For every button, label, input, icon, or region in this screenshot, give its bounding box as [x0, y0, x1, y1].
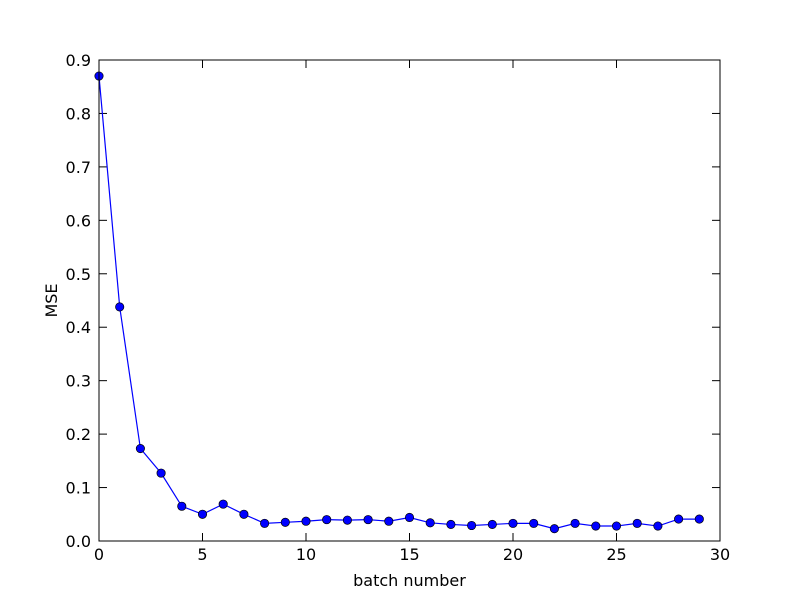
data-point — [218, 499, 228, 509]
x-tick-label: 25 — [606, 545, 626, 564]
data-point — [611, 521, 622, 531]
y-tick-label: 0.8 — [66, 104, 91, 123]
data-point — [301, 516, 311, 526]
data-point — [280, 517, 290, 527]
data-point — [467, 520, 477, 531]
data-point — [260, 518, 270, 528]
data-point — [549, 524, 559, 534]
data-point — [446, 519, 456, 529]
data-point — [591, 521, 601, 531]
y-tick-label: 0.0 — [66, 532, 91, 551]
x-tick-label: 30 — [710, 545, 730, 564]
x-axis-label: batch number — [353, 571, 466, 590]
data-point — [384, 516, 394, 526]
y-tick-label: 0.4 — [66, 318, 91, 337]
y-tick-label: 0.9 — [66, 51, 91, 70]
data-point — [197, 509, 208, 519]
data-point — [487, 519, 497, 529]
data-point — [694, 514, 704, 524]
plot-frame — [98, 59, 721, 542]
data-point — [570, 518, 580, 528]
data-point — [115, 302, 125, 312]
data-point — [674, 514, 684, 524]
x-tick-label: 10 — [296, 545, 316, 564]
y-tick-label: 0.3 — [66, 372, 91, 391]
data-point — [632, 518, 642, 528]
x-tick-labels: 0 5 10 15 20 25 30 — [94, 545, 730, 564]
data-point — [239, 509, 249, 519]
x-tick-label: 0 — [94, 545, 104, 564]
data-point — [342, 515, 352, 525]
data-point — [177, 501, 187, 511]
y-axis-label: MSE — [42, 283, 61, 317]
data-point — [508, 518, 518, 528]
data-point — [425, 518, 435, 528]
data-point — [363, 515, 373, 525]
y-tick-label: 0.7 — [66, 158, 91, 177]
x-tick-label: 15 — [399, 545, 419, 564]
data-point — [135, 443, 145, 454]
y-tick-label: 0.1 — [66, 479, 91, 498]
data-point — [156, 468, 166, 478]
y-tick-label: 0.2 — [66, 425, 91, 444]
data-point — [529, 518, 539, 528]
data-point — [404, 512, 415, 523]
data-point — [653, 521, 663, 531]
plot-area — [99, 60, 720, 541]
series-layer — [94, 71, 704, 534]
y-tick-label: 0.6 — [66, 211, 91, 230]
y-tick-label: 0.5 — [66, 265, 91, 284]
y-tick-labels: 0.0 0.1 0.2 0.3 0.4 0.5 0.6 0.7 0.8 0.9 — [66, 51, 91, 551]
data-point — [322, 515, 332, 525]
x-tick-label: 20 — [503, 545, 523, 564]
x-tick-label: 5 — [197, 545, 207, 564]
